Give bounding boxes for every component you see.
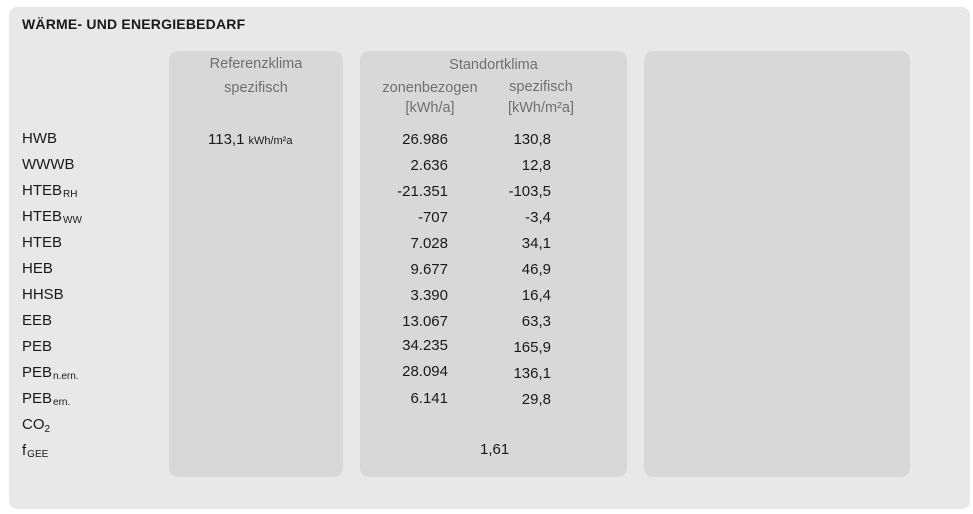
specific-unit-header: [kWh/m²a] (507, 100, 575, 116)
row-label-peb: PEB (22, 338, 53, 355)
specific-value-peb: 165,9 (513, 339, 551, 356)
panel-title: WÄRME- UND ENERGIEBEDARF (22, 16, 246, 32)
row-label-fgee: fGEE (22, 442, 49, 460)
fgee-value: 1,61 (480, 441, 510, 458)
specific-value-hwb: 130,8 (513, 131, 551, 148)
row-label-heb: HEB (22, 260, 53, 277)
row-label-hhsb: HHSB (22, 286, 64, 303)
row-label-peb-nern: PEBn.ern. (22, 364, 79, 382)
site-climate-column (360, 51, 627, 477)
zone-value-eeb: 13.067 (402, 313, 448, 330)
specific-value-hteb: 34,1 (521, 235, 551, 252)
row-label-hteb-ww: HTEBWW (22, 208, 82, 226)
reference-value-hwb: 113,1 kWh/m²a (208, 131, 293, 148)
row-label-wwwb: WWWB (22, 156, 75, 173)
specific-header: spezifisch (509, 79, 573, 95)
row-label-eeb: EEB (22, 312, 53, 329)
zone-value-heb: 9.677 (410, 261, 448, 278)
empty-column (644, 51, 910, 477)
row-label-hteb: HTEB (22, 234, 63, 251)
zone-value-hteb-ww: -707 (417, 209, 448, 226)
specific-value-heb: 46,9 (521, 261, 551, 278)
reference-climate-header: Referenzklima (209, 56, 303, 72)
specific-value-hhsb: 16,4 (521, 287, 551, 304)
specific-value-eeb: 63,3 (521, 313, 551, 330)
zone-value-hteb-rh: -21.351 (397, 183, 448, 200)
specific-value-wwwb: 12,8 (521, 157, 551, 174)
specific-value-hteb-ww: -3,4 (525, 209, 551, 226)
zone-value-hwb: 26.986 (402, 131, 448, 148)
zone-value-peb: 34.235 (402, 337, 448, 354)
zone-value-peb-nern: 28.094 (402, 363, 448, 380)
reference-climate-column (169, 51, 343, 477)
zone-value-hhsb: 3.390 (410, 287, 448, 304)
site-climate-header: Standortklima (449, 57, 538, 73)
row-label-hteb-rh: HTEBRH (22, 182, 78, 200)
row-label-peb-ern: PEBern. (22, 390, 71, 408)
row-label-co2: CO2 (22, 416, 51, 435)
row-label-hwb: HWB (22, 130, 57, 147)
specific-value-peb-nern: 136,1 (513, 365, 551, 382)
zone-value-wwwb: 2.636 (410, 157, 448, 174)
zone-value-peb-ern: 6.141 (410, 390, 448, 407)
specific-value-peb-ern: 29,8 (521, 391, 551, 408)
reference-specific-header: spezifisch (224, 80, 288, 96)
specific-value-hteb-rh: -103,5 (508, 183, 551, 200)
zone-unit-header: [kWh/a] (405, 100, 455, 116)
zone-value-hteb: 7.028 (410, 235, 448, 252)
zone-header: zonenbezogen (382, 80, 478, 96)
